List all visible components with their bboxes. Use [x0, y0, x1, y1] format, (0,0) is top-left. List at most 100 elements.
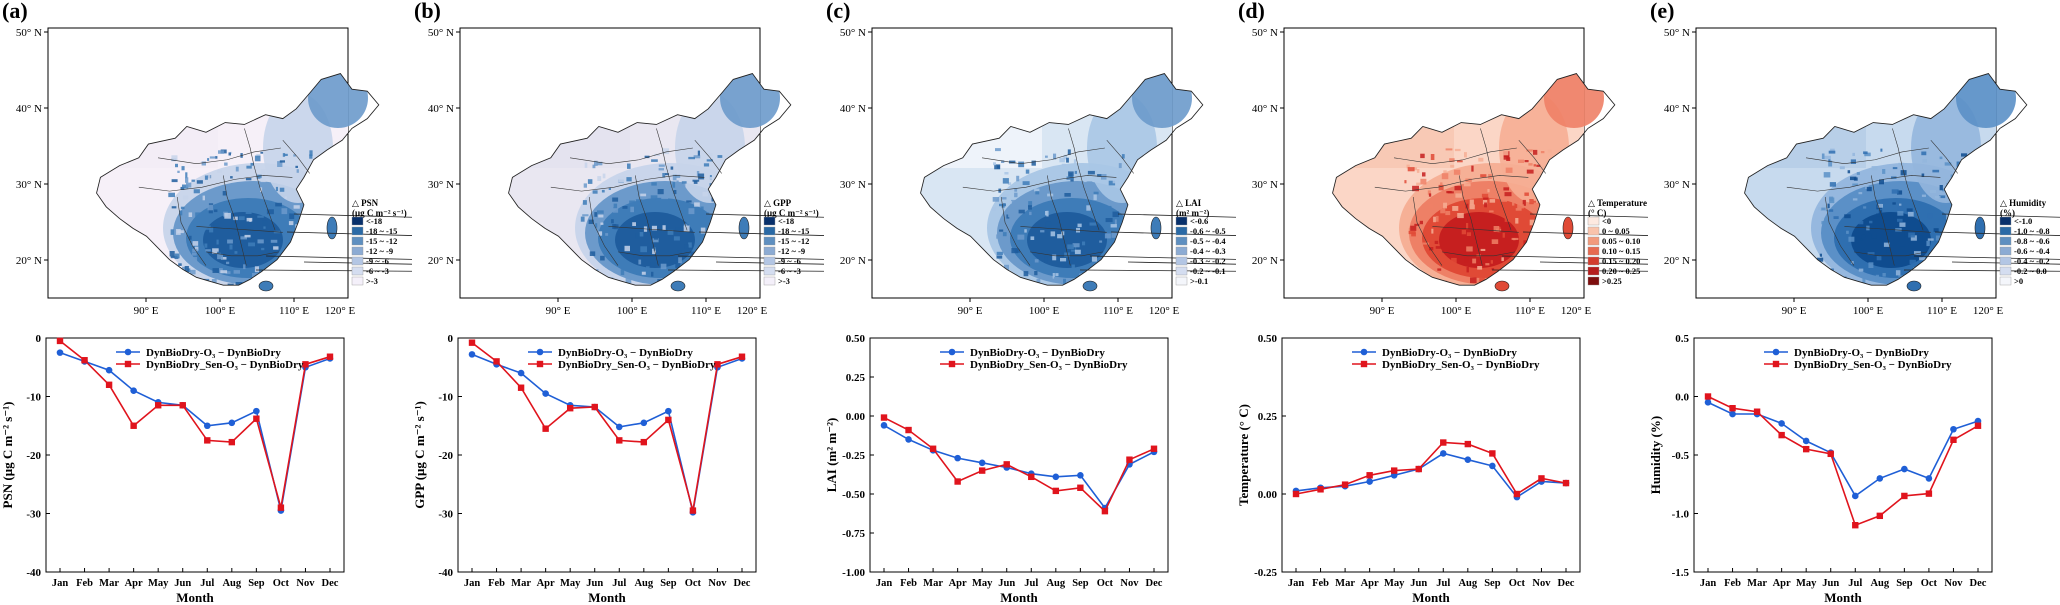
- x-tick-label: Jun: [1822, 578, 1839, 589]
- x-tick-label: Nov: [1120, 578, 1139, 589]
- x-tick-label: Jun: [1410, 578, 1427, 589]
- y-tick-label: 0: [448, 333, 454, 345]
- data-point: [517, 369, 525, 377]
- x-tick-label: Jun: [174, 578, 191, 589]
- x-tick-label: Feb: [1312, 578, 1329, 589]
- x-axis-label: Month: [1412, 590, 1450, 605]
- data-point: [1950, 425, 1957, 433]
- data-point: [689, 507, 697, 514]
- data-point: [204, 437, 211, 444]
- legend-title: △ PSN: [352, 198, 379, 208]
- legend-item-label: >-3: [778, 276, 790, 286]
- x-tick-label: Aug: [634, 578, 653, 589]
- legend-item-label: <-1.0: [2014, 216, 2032, 226]
- data-point: [203, 422, 211, 430]
- lat-tick-label: 30° N: [840, 179, 866, 191]
- legend-item-label: >0: [2014, 276, 2023, 286]
- legend-swatch: [763, 256, 776, 266]
- lon-tick-label: 120° E: [1561, 305, 1592, 317]
- country-outline: [920, 73, 1204, 286]
- lat-tick-label: 40° N: [1664, 103, 1690, 115]
- data-point: [1077, 484, 1084, 491]
- legend-swatch: [1175, 256, 1188, 266]
- x-tick-label: May: [560, 578, 581, 589]
- panel-label: (a): [2, 0, 28, 23]
- lon-tick-label: 100° E: [617, 305, 648, 317]
- x-tick-label: Jan: [52, 578, 69, 589]
- lon-tick-label: 120° E: [1973, 305, 2004, 317]
- panel-b: (b) 50° N 40° N 30° N 20° N 90° E 100° E 110° E…: [412, 0, 824, 605]
- y-tick-label: -20: [26, 450, 41, 462]
- data-point: [1440, 439, 1447, 446]
- chart-legend: DynBioDry-O₃ − DynBioDryDynBioDry_Sen-O₃…: [528, 347, 716, 371]
- province-boundaries: [550, 128, 722, 266]
- legend-marker: [948, 360, 956, 368]
- y-tick-label: -30: [438, 509, 453, 521]
- country-outline: [1744, 73, 2028, 286]
- x-tick-label: Oct: [1097, 578, 1114, 589]
- x-tick-label: Dec: [1970, 578, 1987, 589]
- y-tick-label: -10: [438, 392, 453, 404]
- y-axis-label: PSN (μg C m⁻² s⁻¹): [0, 402, 15, 509]
- legend-entry-label: DynBioDry_Sen-O₃ − DynBioDry: [1382, 359, 1540, 371]
- x-tick-label: Jan: [1700, 578, 1717, 589]
- data-point: [1292, 490, 1300, 498]
- x-tick-label: Nov: [1532, 578, 1551, 589]
- y-tick-label: -40: [26, 567, 41, 579]
- legend-item-label: -1.0 ~ -0.8: [2014, 226, 2050, 236]
- legend-marker: [948, 348, 956, 356]
- y-tick-label: -0.75: [842, 528, 865, 540]
- y-tick-label: -0.5: [1672, 450, 1690, 462]
- data-point: [1827, 450, 1834, 458]
- data-point: [1974, 422, 1982, 429]
- lat-tick-label: 30° N: [1252, 179, 1278, 191]
- plot-frame: [457, 337, 757, 573]
- data-point: [591, 403, 598, 411]
- y-tick-label: 0.5: [1675, 333, 1689, 345]
- legend-swatch: [351, 236, 364, 246]
- data-point: [542, 425, 549, 432]
- lat-tick-label: 50° N: [16, 27, 42, 39]
- data-point: [1415, 465, 1422, 473]
- data-point: [1052, 473, 1060, 481]
- data-point: [253, 407, 260, 415]
- data-point: [714, 361, 721, 368]
- legend-item-label: -0.2 ~ 0.0: [2014, 266, 2047, 276]
- y-tick-label: -20: [438, 450, 453, 462]
- legend-swatch: [1175, 226, 1188, 236]
- y-tick-label: 0.25: [846, 372, 866, 384]
- series-line-o3: [883, 424, 1155, 510]
- legend-item-label: <0: [1602, 216, 1611, 226]
- y-tick-label: 0.50: [846, 333, 866, 345]
- legend-swatch: [1999, 216, 2012, 226]
- data-point: [253, 415, 260, 422]
- island-hainan: [258, 280, 274, 292]
- y-axis-label: Temperature (° C): [1236, 404, 1251, 506]
- legend-item-label: -12 ~ -9: [366, 246, 393, 256]
- legend-swatch: [1999, 236, 2012, 246]
- lat-tick-label: 20° N: [840, 255, 866, 267]
- legend-swatch: [351, 216, 364, 226]
- legend-item-label: -9 ~ -6: [778, 256, 801, 266]
- lon-tick-label: 100° E: [205, 305, 236, 317]
- data-point: [1439, 450, 1447, 457]
- y-axis-label: Humidity (%): [1648, 416, 1663, 494]
- data-point: [954, 478, 961, 485]
- legend-title: (μg C m⁻² s⁻¹): [764, 208, 819, 218]
- lon-tick-label: 110° E: [691, 305, 721, 317]
- legend-marker: [1772, 360, 1780, 368]
- legend-item-label: >0.25: [1602, 276, 1622, 286]
- plot-frame: [1281, 337, 1581, 573]
- province-boundaries: [1786, 128, 1958, 266]
- data-point: [542, 390, 549, 397]
- series-line-o3: [1707, 401, 1979, 498]
- legend-swatch: [351, 266, 364, 276]
- legend-swatch: [351, 276, 364, 286]
- x-axis-label: Month: [1824, 590, 1862, 605]
- lat-tick-label: 30° N: [16, 179, 42, 191]
- lat-tick-label: 20° N: [16, 255, 42, 267]
- panel-label: (c): [826, 0, 851, 23]
- legend-swatch: [1587, 226, 1600, 236]
- x-tick-label: Sep: [1072, 578, 1089, 589]
- island-hainan: [670, 280, 686, 292]
